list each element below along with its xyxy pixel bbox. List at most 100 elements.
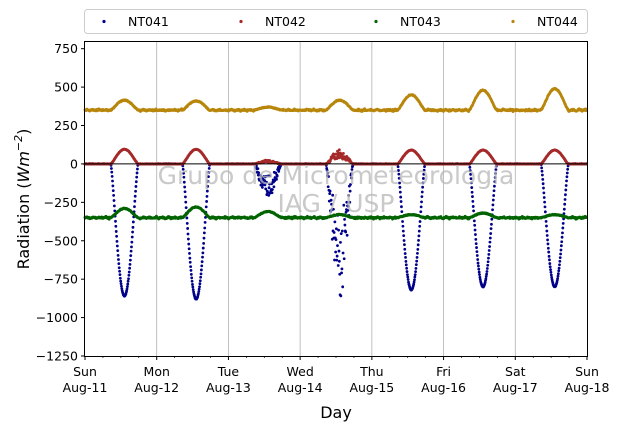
data-point <box>335 258 339 262</box>
data-point <box>342 257 346 261</box>
data-point <box>197 287 201 291</box>
data-point <box>556 277 560 281</box>
data-point <box>189 269 193 272</box>
data-point <box>133 194 137 198</box>
data-point <box>190 279 194 283</box>
data-point <box>336 264 340 267</box>
data-point <box>565 171 569 175</box>
data-point <box>134 189 137 193</box>
data-point <box>129 249 133 253</box>
data-point <box>416 251 419 255</box>
data-point <box>557 266 561 270</box>
data-point <box>477 264 480 268</box>
data-point <box>264 174 268 178</box>
data-point <box>112 194 116 197</box>
data-point <box>331 193 335 197</box>
data-point <box>207 166 211 170</box>
data-point <box>200 260 204 264</box>
data-point <box>200 264 204 268</box>
data-point <box>343 218 346 221</box>
data-point <box>110 167 113 170</box>
data-point <box>345 233 349 237</box>
data-point <box>130 235 134 239</box>
data-point <box>488 245 491 248</box>
data-point <box>135 171 139 175</box>
data-point <box>417 229 421 233</box>
data-point <box>493 176 497 179</box>
data-point <box>187 247 191 251</box>
data-point <box>468 165 472 169</box>
data-point <box>474 242 478 246</box>
data-point <box>473 223 477 227</box>
data-point <box>469 181 473 185</box>
data-point <box>540 173 544 177</box>
data-point <box>268 182 271 186</box>
data-point <box>344 210 348 214</box>
data-point <box>274 171 278 175</box>
data-point <box>126 279 130 283</box>
data-point <box>199 268 203 272</box>
data-point <box>125 287 129 291</box>
data-point <box>191 288 195 292</box>
data-point <box>190 276 194 280</box>
data-point <box>487 249 491 252</box>
data-point <box>117 258 120 261</box>
data-point <box>475 246 478 249</box>
data-point <box>277 169 281 173</box>
data-point <box>398 190 402 194</box>
data-point <box>485 272 488 276</box>
data-point <box>337 228 340 232</box>
data-point <box>256 173 260 177</box>
data-point <box>127 273 131 277</box>
data-point <box>349 183 352 186</box>
data-point <box>545 224 548 228</box>
data-point <box>348 200 352 204</box>
data-point <box>188 252 191 255</box>
data-point <box>413 273 417 277</box>
data-point <box>191 283 194 286</box>
data-point <box>339 294 343 298</box>
data-point <box>131 225 135 229</box>
data-point <box>342 151 345 155</box>
data-point <box>417 239 420 242</box>
data-point <box>198 279 202 283</box>
data-point <box>207 170 211 174</box>
data-point <box>399 195 403 199</box>
data-point <box>548 265 552 269</box>
data-point <box>406 278 410 281</box>
data-point <box>563 202 567 206</box>
data-point <box>350 168 354 171</box>
data-point <box>397 169 400 172</box>
data-point <box>118 273 122 277</box>
data-point <box>423 165 426 169</box>
series-NT044 <box>83 86 589 113</box>
data-point <box>275 174 279 178</box>
data-point <box>339 232 343 236</box>
data-point <box>471 205 475 208</box>
data-point <box>188 256 192 260</box>
data-point <box>494 164 498 168</box>
data-point <box>115 244 119 248</box>
data-point <box>562 207 566 211</box>
data-point <box>418 224 422 228</box>
data-point <box>400 210 404 214</box>
data-point <box>398 181 401 185</box>
data-point <box>119 279 123 283</box>
data-point <box>542 196 546 199</box>
data-point <box>206 180 210 183</box>
data-point <box>470 190 474 194</box>
data-point <box>477 267 481 271</box>
data-point <box>133 205 136 209</box>
data-point <box>131 220 135 224</box>
data-point <box>544 220 548 223</box>
data-point <box>347 193 351 197</box>
data-point <box>406 275 410 279</box>
data-point <box>339 240 342 244</box>
data-point <box>565 179 568 183</box>
data-point <box>556 274 560 278</box>
data-point <box>414 263 418 267</box>
data-point <box>417 234 421 238</box>
data-point <box>264 187 268 191</box>
data-point <box>401 229 405 233</box>
